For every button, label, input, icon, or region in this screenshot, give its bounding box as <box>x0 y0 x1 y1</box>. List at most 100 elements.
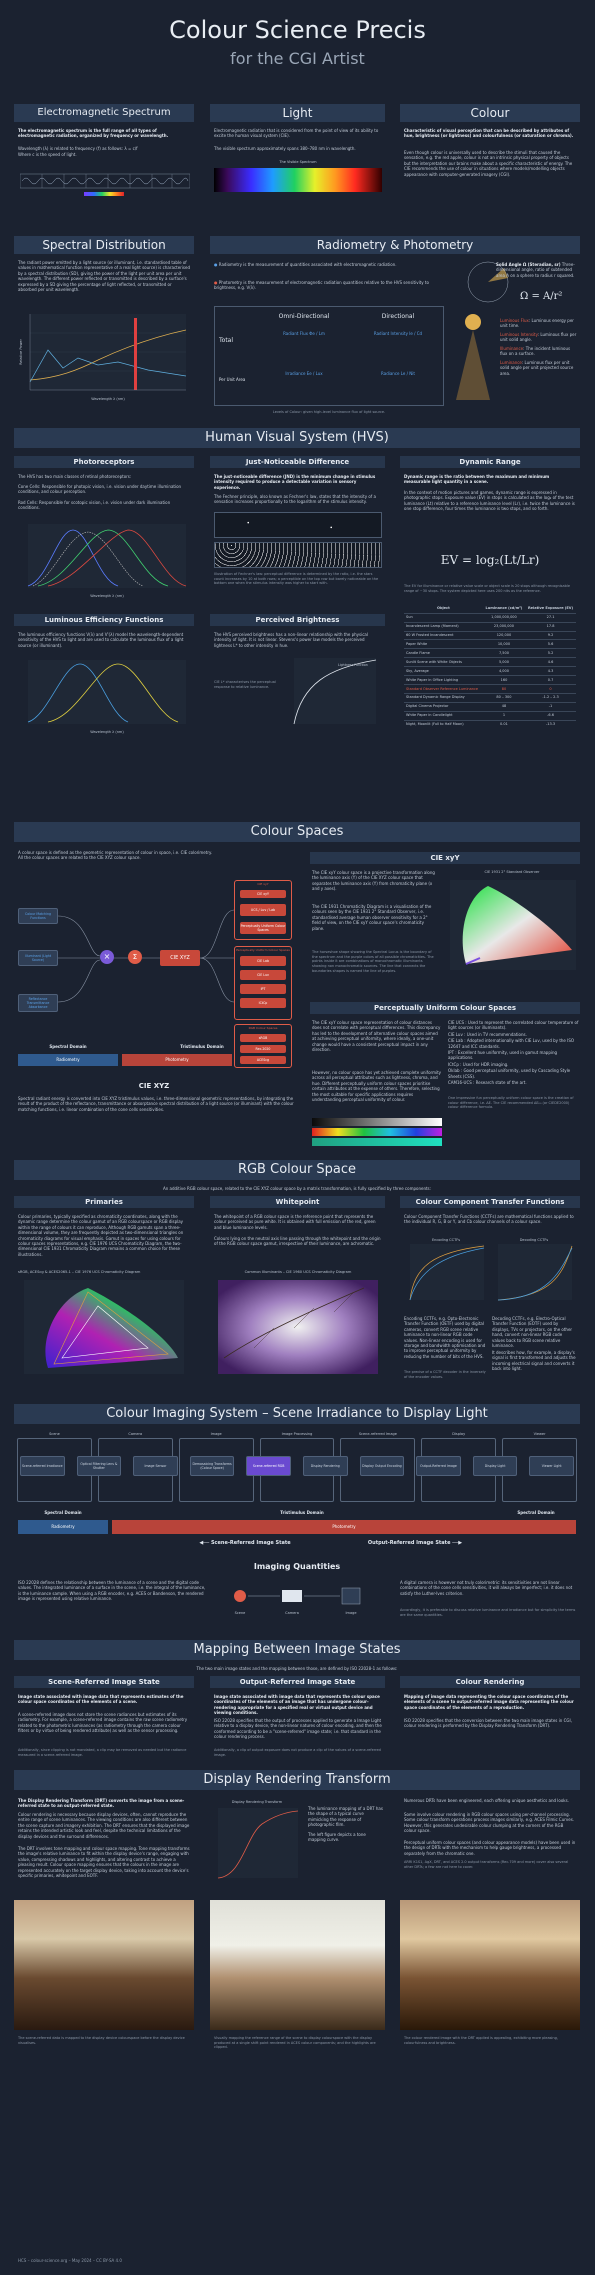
pu-list-item: Oklab : Good perceptual uniformity, used… <box>448 1068 571 1079</box>
dr-table-cell: 0.01 <box>500 722 508 727</box>
mis-c2-p1: Image state associated with image data t… <box>214 1694 380 1716</box>
dr-table-cell: Standard Observer Reference Luminance <box>406 686 479 691</box>
page-title: Colour Science Precis <box>169 16 426 44</box>
xyy-p1: The CIE xyY colour space is a projective… <box>312 870 435 892</box>
dr-table-cell: 9.2 <box>547 633 554 638</box>
cis-d3: Spectral Domain <box>517 1510 555 1515</box>
xyy-chart-title: CIE 1931 2° Standard Observer <box>484 870 540 874</box>
rad-right3: Luminous Intensity: Luminous flux per un… <box>500 332 577 343</box>
pb-title: Perceived Brightness <box>210 614 385 626</box>
cis-stage-label: Display <box>452 1432 466 1436</box>
rad-cell-irradiance: Irradiance Ee / Lux <box>285 371 323 376</box>
drt-chart-title: Display Rendering Transform <box>231 1800 283 1804</box>
hvs-title: Human Visual System (HVS) <box>14 428 580 448</box>
dr-table-row: Digital Cinema Projector 48 -1 <box>404 702 576 711</box>
pu-p2: However, no colour space has yet achieve… <box>312 1070 442 1102</box>
dr-table-row: Night, Moonlit (Full to Half Moon) 0.01 -1… <box>404 720 576 728</box>
drt-p1: The Display Rendering Transform (DRT) co… <box>18 1798 185 1809</box>
dr-table-cell: 160 <box>500 677 508 682</box>
lef-chart: Wavelength λ (nm) <box>27 660 186 734</box>
light-spectrum-label: The Visible Spectrum <box>279 160 317 164</box>
rad-col1: Omni-Directional <box>278 313 330 320</box>
pu-list-item: IPT : Excellent hue uniformity, used in … <box>448 1049 558 1061</box>
pu-list-item: ICtCp : Used for HDR imaging. <box>448 1061 509 1067</box>
dr-table-cell: 80 – 300 <box>496 695 512 700</box>
dr-table-cell: Candle Flame <box>406 650 430 655</box>
photo-title: Photoreceptors <box>14 456 194 468</box>
light-p2: The visible spectrum approximately spans… <box>214 146 356 151</box>
cis-pipeline: Scene Camera Image Image Processing Scene-re… <box>14 1432 580 1504</box>
drt-image-1 <box>14 1900 194 2030</box>
dr-table-cell: 27.1 <box>546 615 555 620</box>
mis-c1-p2: A scene-referred image does not store th… <box>18 1712 188 1734</box>
dr-table-cell: White Paper in Office Lighting <box>406 677 459 682</box>
wp-chart-title: Common Illuminants – CIE 1960 UCS Chroma… <box>244 1270 352 1274</box>
xyy-p2: The CIE 1931 Chromaticity Diagram is a v… <box>312 904 432 931</box>
cis-stage-label: Image <box>210 1432 222 1436</box>
xyy-chromaticity-diagram <box>450 880 576 970</box>
lef-p1: The luminous efficiency functions V(λ) a… <box>18 632 184 648</box>
iq-label-camera: Camera <box>285 1611 299 1615</box>
drt-image-2 <box>210 1900 385 2030</box>
dr-table-cell: 1 <box>502 713 506 718</box>
dr-th: Luminance (cd/m²) <box>485 606 523 610</box>
drt-c2: The left figure depicts a tone mapping c… <box>308 1832 366 1843</box>
mis-title: Mapping Between Image States <box>14 1640 580 1660</box>
cs-domain-radiometry: Radiometry <box>18 1054 118 1066</box>
cis-node: Demosaicing Transforms (Colour Space) <box>189 1456 235 1476</box>
drt-cap3: The colour rendered image with the DRT a… <box>404 2036 558 2045</box>
dr-table-cell: Standard Dynamic Range Display <box>406 695 465 700</box>
mis-c2-p3: Additionally, a clip of output exposure … <box>214 1748 381 1757</box>
mis-c2-title: Output-Referred Image State <box>210 1676 385 1688</box>
spd-xlabel: Wavelength λ (nm) <box>91 397 125 401</box>
cs-intro: A colour space is defined as the geometr… <box>18 850 213 861</box>
cctf-p4: It describes how, for example, a display… <box>492 1350 576 1372</box>
cs-node-rec2020: Rec.2020 <box>240 1045 286 1053</box>
em-title: Electromagnetic Spectrum <box>14 104 194 122</box>
spd-title: Spectral Distribution <box>14 236 194 254</box>
wp-title: Whitepoint <box>210 1196 385 1208</box>
rgb-intro: An additive RGB colour space, related to… <box>163 1186 431 1191</box>
cctf-decoding-chart: Decoding CCTFs <box>497 1238 573 1301</box>
cis-title: Colour Imaging System – Scene Irradiance… <box>14 1404 580 1424</box>
drt-tone-curve <box>217 1808 299 1879</box>
cis-node: Display Output Encoding <box>359 1456 405 1476</box>
photo-p3: Rod Cells: Responsible for scotopic visi… <box>18 500 171 511</box>
drt-title: Display Rendering Transform <box>14 1770 580 1790</box>
dr-table-row: Incandescent Lamp (filament) 23,000,000 17… <box>404 622 576 631</box>
dr-table-row: Standard Dynamic Range Display 80 – 300 -1… <box>404 693 576 702</box>
cis-node: Optical Filtering Lens & Shutter <box>76 1456 122 1476</box>
cs-domain-tristimulus: Tristimulus Domain <box>180 1044 224 1049</box>
pb-legend: Lightness Function <box>338 663 368 667</box>
jnd-p2: The Fechner principle, also known as Fec… <box>214 494 376 505</box>
iq-label-image: Image <box>346 1611 357 1615</box>
dr-table-header: Object Luminance (cd/m²) Relative Exposu… <box>404 604 576 613</box>
primaries-gamut-chart <box>24 1280 184 1374</box>
dr-table-cell: 4.3 <box>547 668 554 673</box>
drt-p3: The DRT involves tone mapping and colour… <box>18 1846 190 1878</box>
dr-table-cell: 80 <box>501 686 507 691</box>
mis-c1-p1: Image state associated with image data t… <box>18 1694 184 1705</box>
rad-right2: Luminous Flux: Luminous energy per unit … <box>500 318 574 329</box>
rgb-title: RGB Colour Space <box>14 1160 580 1180</box>
footer: HCS – colour-science.org – May 2024 – CC… <box>18 2258 122 2263</box>
rad-caption: Levels of Colour: given high‑level lumin… <box>272 410 386 414</box>
drt-cap2: Visually mapping the reference range of … <box>214 2036 376 2050</box>
dr-table-cell: 4,000 <box>498 668 509 673</box>
lef-title: Luminous Efficiency Functions <box>14 614 194 626</box>
dr-th: Relative Exposure (EV) <box>527 606 574 610</box>
cis-stage-label: Camera <box>128 1432 143 1436</box>
cs-sum-icon: Σ <box>128 950 142 964</box>
cis-d4: Radiometry <box>18 1520 108 1534</box>
dr-table-cell: Sun <box>406 615 413 620</box>
dr-table-row: Paper White 10,000 5.6 <box>404 639 576 649</box>
xyy-title: CIE xyY <box>310 852 580 864</box>
dr-table-cell: -1 <box>548 704 553 709</box>
em-p1: The electromagnetic spectrum is the full… <box>18 128 169 139</box>
mis-intro: The two main image states and the mappin… <box>196 1666 398 1671</box>
rad-row1: Total <box>219 337 234 344</box>
cis-d1: Spectral Domain <box>44 1510 82 1515</box>
cctf-encoding-chart: Encoding CCTFs <box>409 1238 485 1301</box>
xyz-p: Spectral radiant energy is converted int… <box>18 1096 294 1112</box>
dr-p2: In the context of motion pictures and ga… <box>404 490 575 512</box>
